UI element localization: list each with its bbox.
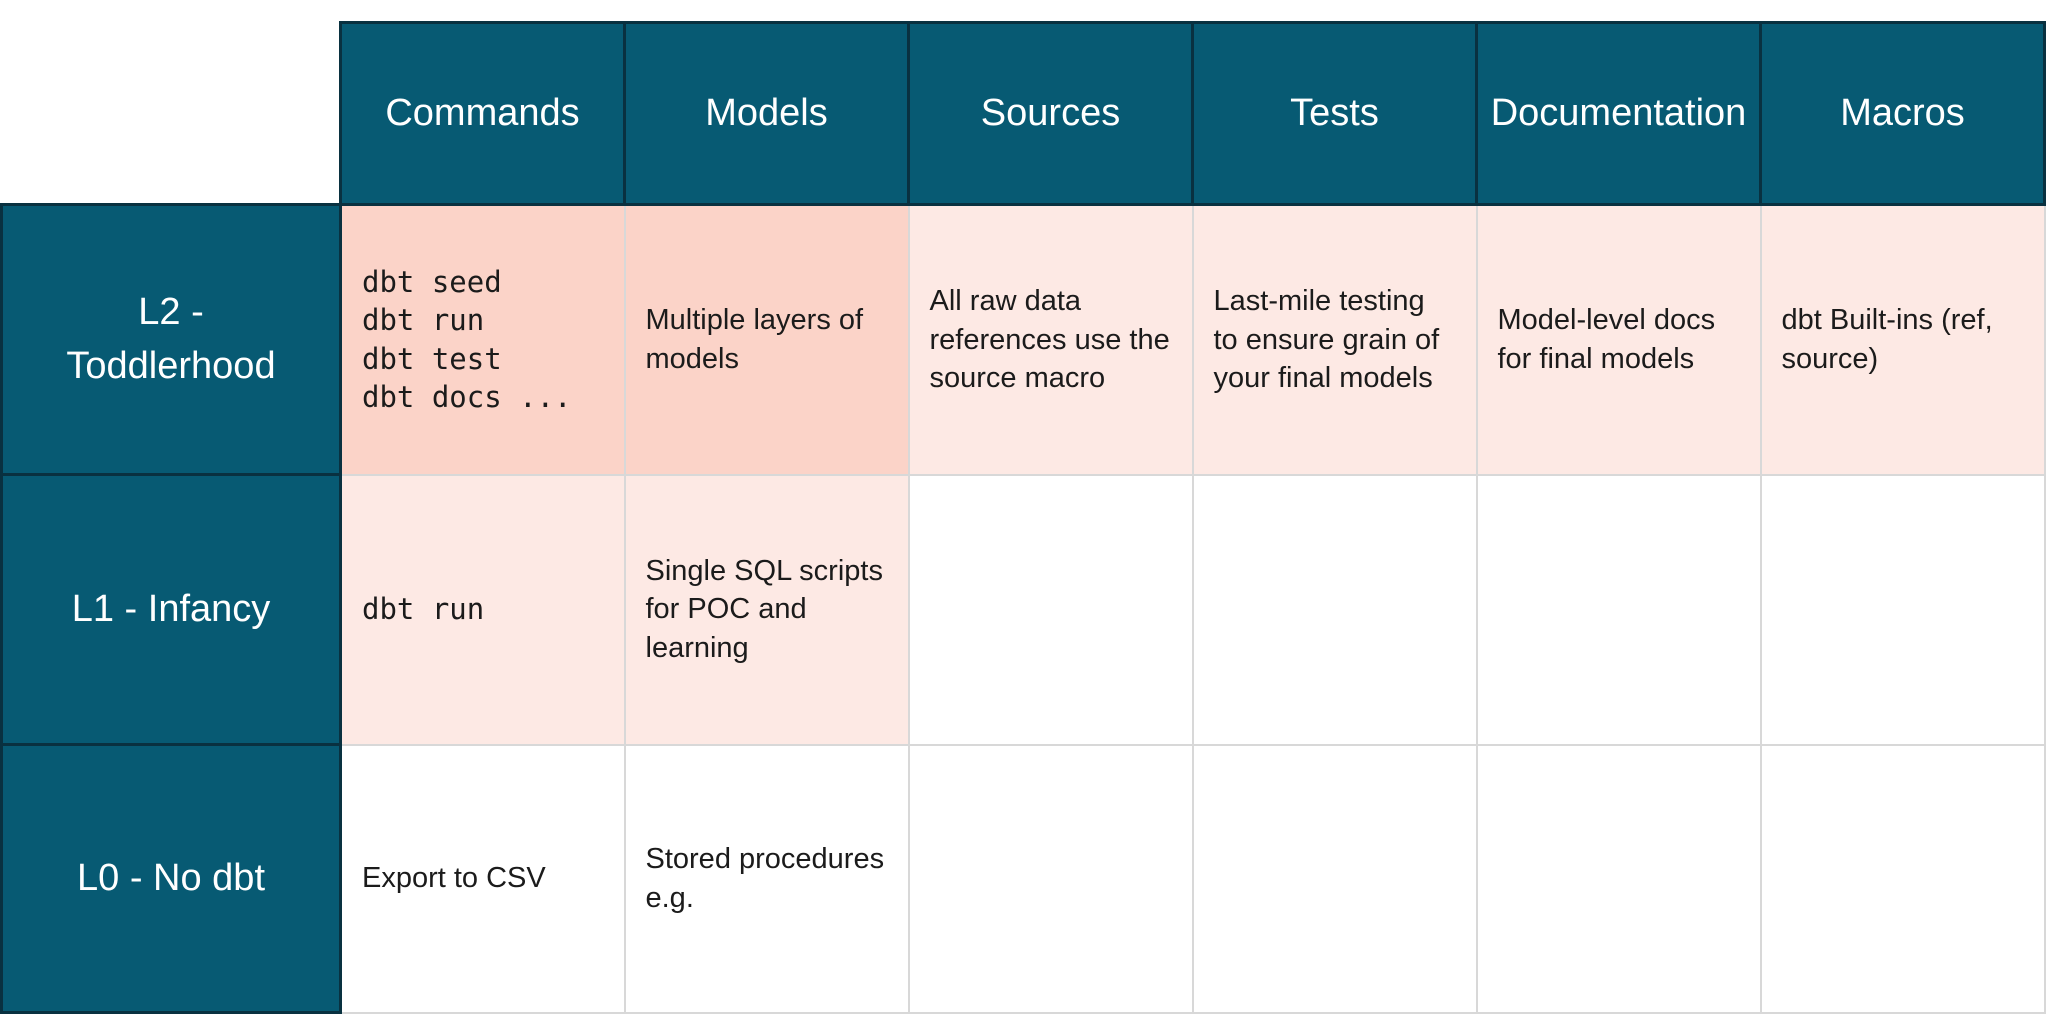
cell-l2-macros: dbt Built-ins (ref, source) bbox=[1759, 203, 2046, 476]
table-row-l0: L0 - No dbt Export to CSV Stored procedu… bbox=[0, 743, 2046, 1014]
dbt-maturity-table: Commands Models Sources Tests Documentat… bbox=[0, 21, 2046, 1014]
cell-l0-models: Stored procedures e.g. bbox=[623, 743, 910, 1014]
cell-l2-commands: dbt seed dbt run dbt test dbt docs ... bbox=[339, 203, 626, 476]
corner-cell bbox=[1, 22, 341, 205]
cell-l2-documentation: Model-level docs for final models bbox=[1475, 203, 1762, 476]
cell-l1-models: Single SQL scripts for POC and learning bbox=[623, 473, 910, 746]
row-header-l0-no-dbt: L0 - No dbt bbox=[0, 743, 342, 1014]
column-header-macros: Macros bbox=[1759, 21, 2046, 206]
cell-l0-macros bbox=[1759, 743, 2046, 1014]
cell-l2-tests: Last-mile testing to ensure grain of you… bbox=[1191, 203, 1478, 476]
row-header-l2-toddlerhood: L2 - Toddlerhood bbox=[0, 203, 342, 476]
cell-l0-sources bbox=[907, 743, 1194, 1014]
column-header-sources: Sources bbox=[907, 21, 1194, 206]
cell-l0-documentation bbox=[1475, 743, 1762, 1014]
column-header-models: Models bbox=[623, 21, 910, 206]
table-row-l1: L1 - Infancy dbt run Single SQL scripts … bbox=[0, 473, 2046, 746]
cell-l1-commands: dbt run bbox=[339, 473, 626, 746]
column-header-documentation: Documentation bbox=[1475, 21, 1762, 206]
cell-l0-tests bbox=[1191, 743, 1478, 1014]
column-header-commands: Commands bbox=[339, 21, 626, 206]
table-row-l2: L2 - Toddlerhood dbt seed dbt run dbt te… bbox=[0, 203, 2046, 476]
header-row: Commands Models Sources Tests Documentat… bbox=[1, 21, 2046, 206]
cell-l1-tests bbox=[1191, 473, 1478, 746]
cell-l2-models: Multiple layers of models bbox=[623, 203, 910, 476]
cell-l2-sources: All raw data references use the source m… bbox=[907, 203, 1194, 476]
cell-l0-commands: Export to CSV bbox=[339, 743, 626, 1014]
cell-l1-sources bbox=[907, 473, 1194, 746]
row-header-l1-infancy: L1 - Infancy bbox=[0, 473, 342, 746]
cell-l1-documentation bbox=[1475, 473, 1762, 746]
cell-l1-macros bbox=[1759, 473, 2046, 746]
column-header-tests: Tests bbox=[1191, 21, 1478, 206]
